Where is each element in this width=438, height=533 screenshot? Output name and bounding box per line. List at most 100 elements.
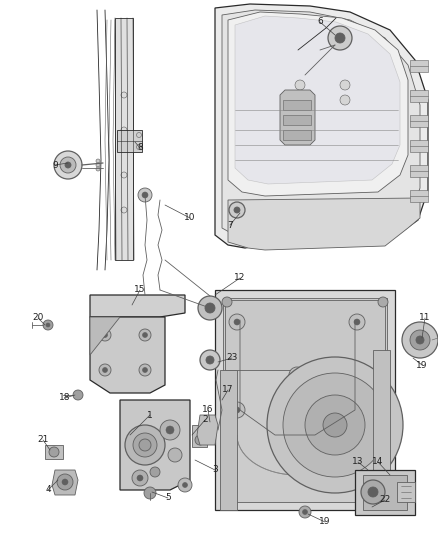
Circle shape [305,395,365,455]
Polygon shape [222,10,420,240]
Bar [283,130,311,140]
Circle shape [323,413,347,437]
Circle shape [99,364,111,376]
Bar [355,470,415,515]
Circle shape [368,487,378,497]
Bar [223,298,387,502]
Bar [410,60,428,72]
Text: 17: 17 [222,385,234,394]
Circle shape [137,133,141,138]
Circle shape [168,448,182,462]
Circle shape [349,402,365,418]
Text: 5: 5 [165,494,171,503]
Circle shape [137,475,143,481]
Circle shape [354,407,360,413]
Circle shape [361,480,385,504]
Circle shape [402,322,438,358]
Text: 21: 21 [37,435,49,445]
Polygon shape [52,470,78,495]
Circle shape [299,506,311,518]
Bar [283,100,311,110]
Circle shape [139,364,151,376]
Bar [363,475,407,510]
Text: 19: 19 [416,360,428,369]
Polygon shape [197,415,218,445]
Text: 3: 3 [212,465,218,474]
Circle shape [49,447,59,457]
Circle shape [295,95,305,105]
Text: 6: 6 [317,18,323,27]
Circle shape [335,33,345,43]
Circle shape [133,433,157,457]
Circle shape [289,367,305,383]
Circle shape [234,319,240,325]
Text: 20: 20 [32,313,44,322]
Circle shape [96,163,100,167]
Circle shape [362,497,378,513]
Circle shape [200,350,220,370]
Polygon shape [215,4,428,248]
Bar [410,165,428,177]
Circle shape [328,26,352,50]
Polygon shape [215,290,395,510]
Text: 4: 4 [45,486,51,495]
Circle shape [139,329,151,341]
Polygon shape [220,370,237,510]
Circle shape [295,80,305,90]
Circle shape [294,372,300,378]
Circle shape [340,95,350,105]
Circle shape [160,420,180,440]
Bar [225,300,385,370]
Text: 13: 13 [352,457,364,466]
Circle shape [183,482,187,488]
Bar [410,90,428,102]
Circle shape [354,319,360,325]
Circle shape [222,493,232,503]
Circle shape [303,510,307,514]
Text: 16: 16 [202,406,214,415]
Polygon shape [90,295,185,317]
Text: 7: 7 [227,221,233,230]
Circle shape [378,297,388,307]
Text: 2: 2 [202,416,208,424]
Circle shape [195,435,205,445]
Bar [45,445,63,459]
Circle shape [166,426,174,434]
Circle shape [139,439,151,451]
Circle shape [142,192,148,198]
Polygon shape [115,18,133,260]
Text: 22: 22 [379,496,391,505]
Circle shape [43,320,53,330]
Circle shape [121,207,127,213]
Circle shape [222,297,232,307]
Polygon shape [228,12,408,196]
Polygon shape [120,400,190,490]
Circle shape [229,314,245,330]
Circle shape [198,296,222,320]
Circle shape [132,470,148,486]
Circle shape [57,474,73,490]
Bar [117,130,142,152]
Circle shape [46,323,50,327]
Circle shape [102,333,107,337]
Circle shape [229,402,245,418]
Circle shape [121,172,127,178]
Circle shape [121,92,127,98]
Bar [397,482,415,502]
Circle shape [234,407,240,413]
Circle shape [60,157,76,173]
Circle shape [138,188,152,202]
Polygon shape [373,350,390,490]
Circle shape [150,467,160,477]
Circle shape [121,127,127,133]
Circle shape [378,493,388,503]
Circle shape [144,487,156,499]
Circle shape [125,425,165,465]
Bar [410,115,428,127]
Polygon shape [90,317,165,393]
Polygon shape [235,16,400,184]
Polygon shape [228,198,420,250]
Text: 15: 15 [134,286,146,295]
Circle shape [73,390,83,400]
Bar [192,425,207,447]
